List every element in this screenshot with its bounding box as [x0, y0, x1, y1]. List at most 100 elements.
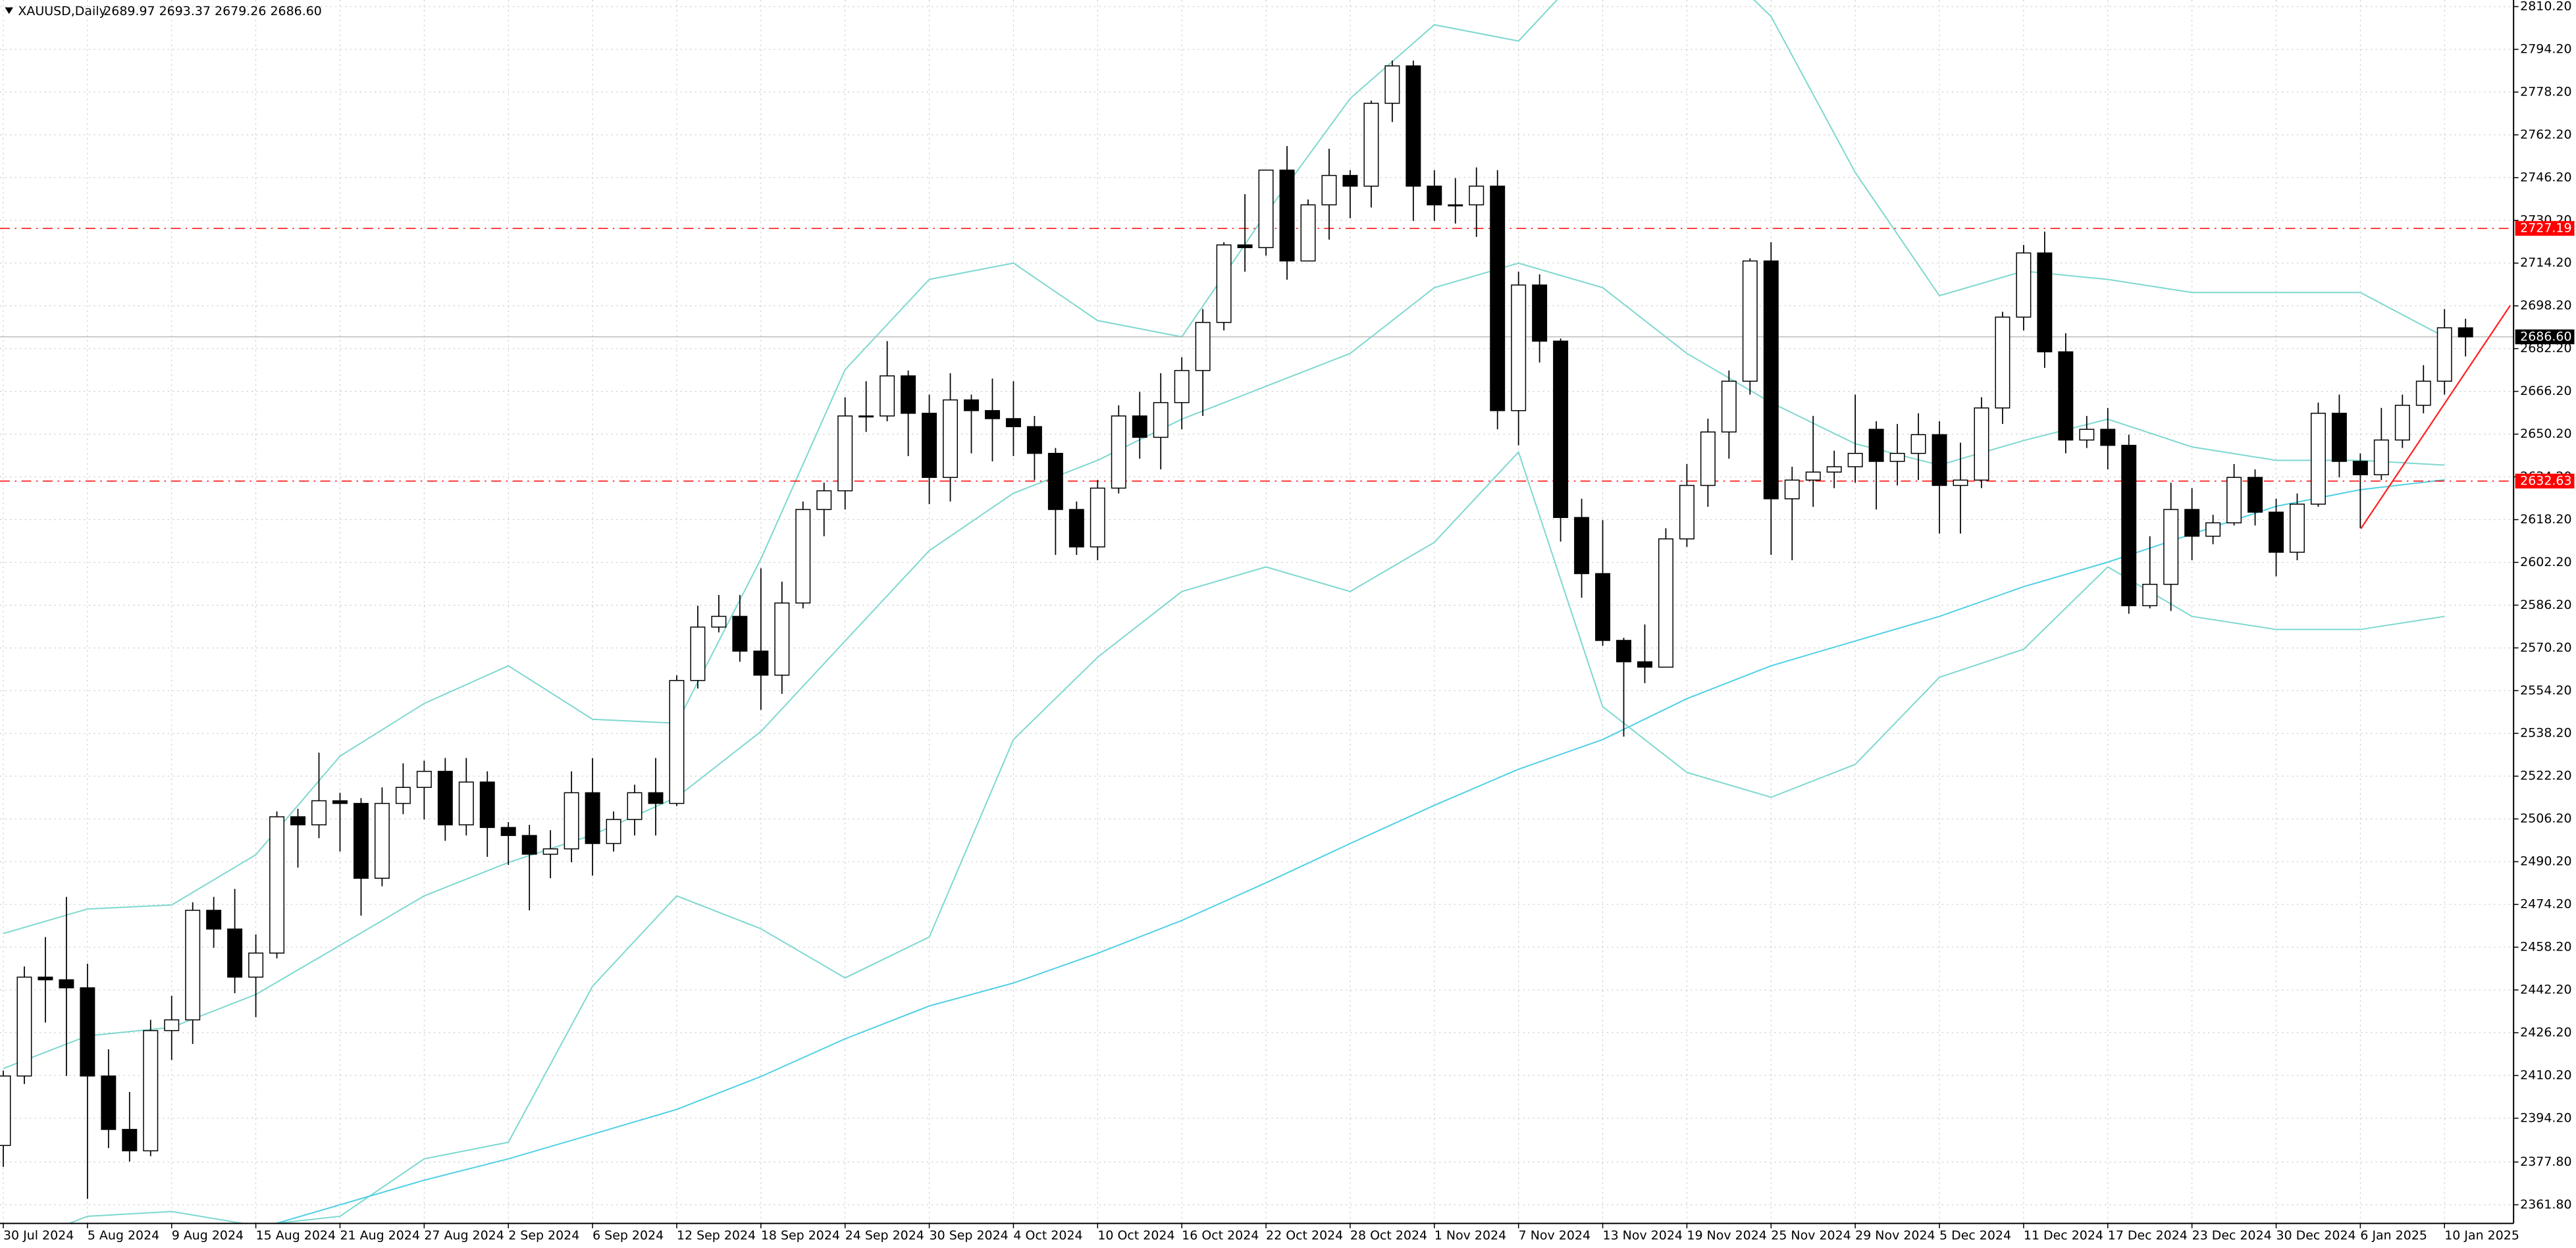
candle-body: [353, 802, 369, 879]
x-tick-label: 16 Oct 2024: [1182, 1228, 1259, 1243]
y-tick-label: 2458.20: [2520, 940, 2571, 954]
x-tick-label: 21 Aug 2024: [340, 1228, 419, 1243]
candle-body: [0, 1075, 11, 1146]
candle-body: [1826, 466, 1842, 473]
candle-body: [2331, 413, 2347, 462]
candle-body: [185, 910, 201, 1021]
y-tick-label: 2698.20: [2520, 298, 2571, 313]
indicator-line: [67, 450, 2445, 1224]
x-tick-label: 5 Dec 2024: [1939, 1228, 2011, 1243]
candle-body: [1889, 453, 1905, 462]
candle-body: [2184, 509, 2200, 537]
axes: 2810.202794.202778.202762.202746.202730.…: [3, 0, 2575, 1243]
y-tick-label: 2602.20: [2520, 555, 2571, 569]
candle-body: [2458, 327, 2473, 338]
candle-body: [1995, 316, 2011, 409]
y-tick-label: 2377.80: [2520, 1155, 2571, 1169]
candle-body: [1174, 370, 1190, 403]
candle-body: [2016, 252, 2032, 318]
candle-body: [880, 375, 895, 417]
x-tick-label: 12 Sep 2024: [677, 1228, 756, 1243]
candle-body: [1363, 103, 1379, 187]
y-tick-label: 2410.20: [2520, 1068, 2571, 1082]
x-tick-label: 9 Aug 2024: [172, 1228, 244, 1243]
candle-body: [669, 680, 685, 804]
y-tick-label: 2746.20: [2520, 170, 2571, 184]
y-tick-label: 2794.20: [2520, 41, 2571, 56]
level-label-box: [2515, 221, 2575, 236]
candle-body: [711, 615, 727, 628]
candle-body: [1953, 479, 1968, 486]
menu-triangle[interactable]: [5, 7, 13, 14]
candle-body: [2269, 511, 2284, 553]
candle-body: [248, 952, 264, 978]
candle-body: [816, 490, 832, 510]
candle-body: [1237, 244, 1253, 248]
x-tick-label: 18 Sep 2024: [761, 1228, 840, 1243]
x-tick-label: 17 Dec 2024: [2108, 1228, 2188, 1243]
candle-body: [500, 827, 516, 837]
candle-body: [38, 976, 53, 981]
candle-body: [2100, 429, 2116, 446]
candle-body: [1321, 174, 1337, 205]
candle-body: [732, 615, 748, 652]
y-tick-label: 2810.20: [2520, 0, 2571, 13]
x-tick-label: 23 Dec 2024: [2192, 1228, 2272, 1243]
candle-body: [1511, 284, 1527, 411]
x-tick-label: 5 Aug 2024: [88, 1228, 159, 1243]
candle-body: [2226, 477, 2242, 524]
y-tick-label: 2618.20: [2520, 512, 2571, 527]
candle-body: [1406, 65, 1421, 187]
x-tick-label: 10 Oct 2024: [1097, 1228, 1174, 1243]
candle-body: [2415, 380, 2431, 406]
candle-body: [943, 399, 959, 479]
y-tick-label: 2361.80: [2520, 1197, 2571, 1212]
candle-body: [122, 1129, 138, 1152]
x-tick-label: 13 Nov 2024: [1603, 1228, 1683, 1243]
candle-body: [101, 1075, 117, 1130]
candle-body: [2373, 439, 2389, 475]
candle-body: [753, 650, 769, 676]
y-tick-label: 2570.20: [2520, 640, 2571, 655]
candle-body: [1532, 284, 1548, 342]
candle-body: [2079, 429, 2095, 441]
candle-body: [964, 399, 979, 411]
x-tick-label: 15 Aug 2024: [256, 1228, 336, 1243]
candle-body: [774, 602, 790, 676]
x-tick-label: 22 Oct 2024: [1266, 1228, 1343, 1243]
last-price-label: 2686.60: [2520, 329, 2571, 344]
y-tick-label: 2442.20: [2520, 982, 2571, 997]
candle-body: [1279, 169, 1295, 262]
candle-body: [1300, 204, 1316, 262]
candle-body: [269, 816, 285, 954]
y-tick-label: 2394.20: [2520, 1110, 2571, 1125]
candle-body: [1932, 434, 1947, 486]
candle-body: [395, 787, 411, 804]
plot-area: [0, 0, 2514, 1224]
candle-body: [332, 800, 348, 804]
candle-body: [1111, 415, 1126, 489]
y-tick-label: 2538.20: [2520, 726, 2571, 741]
candle-body: [2247, 477, 2263, 513]
y-tick-label: 2762.20: [2520, 127, 2571, 142]
indicator-line: [3, 262, 2445, 1070]
candle-body: [627, 792, 643, 820]
x-tick-label: 6 Jan 2025: [2360, 1228, 2427, 1243]
candle-body: [1910, 434, 1926, 454]
candle-body: [164, 1019, 180, 1031]
candle-body: [1574, 517, 1590, 575]
candle-body: [690, 626, 706, 681]
candle-body: [2352, 461, 2368, 475]
candle-body: [984, 410, 1000, 419]
x-tick-label: 1 Nov 2024: [1434, 1228, 1506, 1243]
candle-body: [1216, 244, 1232, 323]
candle-body: [1068, 509, 1084, 548]
y-tick-label: 2554.20: [2520, 683, 2571, 698]
y-tick-label: 2474.20: [2520, 897, 2571, 912]
y-tick-label: 2490.20: [2520, 854, 2571, 869]
candle-body: [922, 413, 937, 479]
candle-body: [290, 816, 306, 825]
x-tick-label: 7 Nov 2024: [1519, 1228, 1590, 1243]
candle-body: [416, 771, 432, 788]
grid: [0, 0, 2514, 1224]
